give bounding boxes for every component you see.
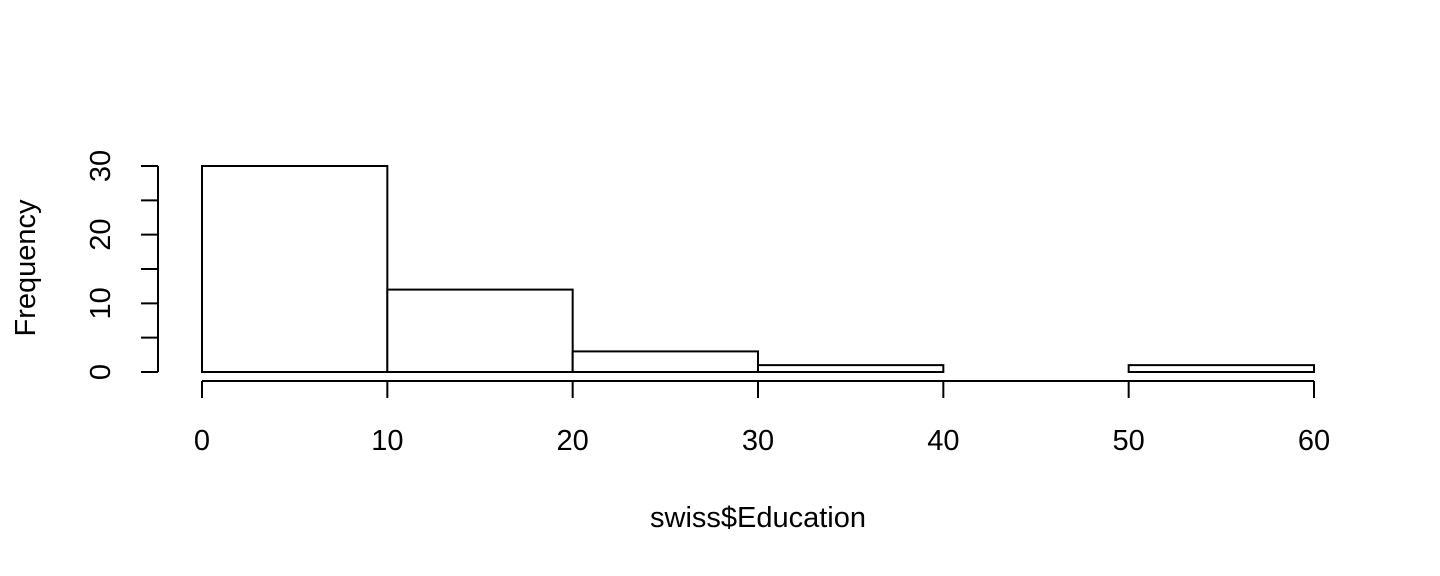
histogram-bar-1 (386, 288, 574, 374)
y-tick-label: 30 (85, 150, 117, 182)
x-tick-label: 30 (742, 425, 774, 457)
y-tick-label: 20 (85, 219, 117, 251)
y-tick-label: 0 (85, 364, 117, 380)
x-tick-label: 10 (371, 425, 403, 457)
histogram-bar-2 (571, 350, 760, 373)
histogram-bar-5 (1127, 364, 1315, 373)
histogram-bars (201, 165, 1315, 374)
x-axis-title: swiss$Education (650, 502, 866, 534)
histogram-bar-3 (757, 364, 945, 373)
x-axis: 0 10 20 30 40 50 60 (194, 380, 1330, 457)
x-tick-label: 60 (1298, 425, 1330, 457)
x-tick-label: 50 (1113, 425, 1145, 457)
x-tick-label: 20 (557, 425, 589, 457)
x-tick-label: 0 (194, 425, 210, 457)
y-tick-label: 10 (85, 287, 117, 319)
x-tick-label: 40 (927, 425, 959, 457)
histogram-bar-0 (201, 165, 389, 373)
y-axis-title: Frequency (10, 199, 42, 337)
y-axis: 0 10 20 30 (85, 150, 159, 380)
